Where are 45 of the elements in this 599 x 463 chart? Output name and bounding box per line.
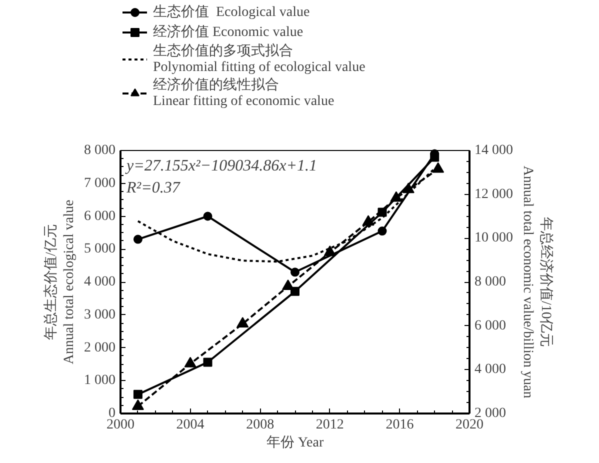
point [203,212,212,221]
y2-tick-label: 14 000 [474,143,513,158]
x-tick-label: 2012 [316,418,344,432]
point [133,390,142,399]
y-tick-label: 6 000 [84,208,116,224]
point [132,399,144,410]
point [402,182,414,194]
point [290,286,300,296]
y-tick-label: 4 000 [84,274,116,290]
legend-label: 生态价值的多项式拟合 Polynomial fitting of ecological value [153,42,366,76]
point [432,162,444,173]
legend-label: 经济价值的线性拟合 Linear fitting of economic value [153,76,334,110]
y-tick-label: 2 000 [84,340,116,356]
x-tick-label: 2020 [456,418,484,432]
legend-label: 生态价值 Ecological value [153,3,310,21]
point [236,317,249,328]
y2-axis-title: 年总经济价值/10亿元 Annual total economic value/billion yuan [520,166,554,398]
legend-label: 经济价值 Economic value [153,23,304,41]
x-tick-label: 2000 [106,418,134,432]
y-axis-title: 年总生态价值/亿元 Annual total ecological value [43,200,77,364]
point [184,356,196,368]
y2-tick-label: 6 000 [474,318,506,334]
y2-tick-label: 12 000 [474,186,513,202]
point [362,215,374,226]
y-tick-label: 8 000 [84,143,116,158]
point [290,268,300,277]
y-tick-label: 7 000 [84,176,116,191]
y2-tick-label: 8 000 [474,274,506,290]
annotation: y=27.155x²−109034.86x+1.1 [124,158,317,174]
y2-tick-label: 10 000 [474,230,513,246]
point [390,191,402,202]
x-tick-label: 2008 [246,418,274,432]
x-tick-label: 2016 [386,418,414,432]
point [378,226,387,236]
annotation: R²=0.37 [126,180,181,196]
point [282,280,294,290]
point [133,234,142,244]
point [324,246,336,256]
y-tick-label: 5 000 [84,242,116,257]
y-tick-label: 3 000 [84,307,116,322]
x-tick-label: 2004 [176,418,204,432]
y2-tick-label: 4 000 [474,362,506,378]
point [203,358,212,367]
y-tick-label: 1 000 [84,373,116,388]
x-axis-title: 年份 Year [266,434,324,450]
